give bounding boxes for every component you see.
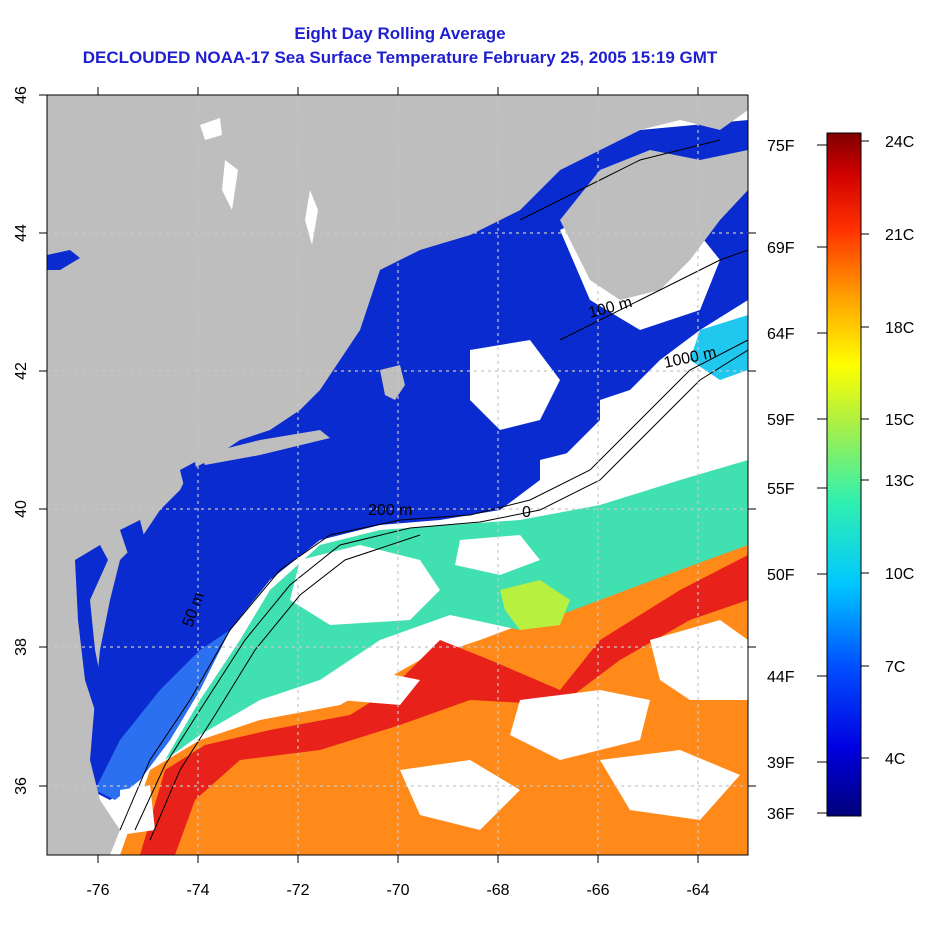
fahrenheit-label: 55F bbox=[767, 481, 795, 498]
lon-label: -64 bbox=[686, 882, 709, 899]
celsius-label: 18C bbox=[885, 320, 914, 337]
longitude-ticks bbox=[97, 87, 699, 863]
colorbar-fahrenheit-labels: 75F 69F 64F 59F 55F 50F 44F 39F 36F bbox=[767, 138, 795, 823]
shelf-water-light bbox=[95, 630, 230, 800]
celsius-label: 4C bbox=[885, 751, 905, 768]
land-north-america bbox=[47, 95, 748, 855]
fahrenheit-label: 36F bbox=[767, 806, 795, 823]
bathymetry-contours bbox=[119, 139, 748, 841]
lat-label: 40 bbox=[13, 500, 30, 518]
lon-label: -70 bbox=[386, 882, 409, 899]
inland-lake bbox=[200, 118, 222, 140]
cloud-patch bbox=[400, 760, 520, 830]
contour-label-200m: 200 m bbox=[368, 502, 412, 519]
cloud-patch bbox=[300, 670, 420, 705]
celsius-label: 13C bbox=[885, 473, 914, 490]
celsius-label: 15C bbox=[885, 412, 914, 429]
fahrenheit-label: 39F bbox=[767, 755, 795, 772]
lon-label: -76 bbox=[86, 882, 109, 899]
lat-label: 44 bbox=[13, 224, 30, 242]
delaware-bay bbox=[120, 520, 150, 575]
colorbar-celsius-labels: 24C 21C 18C 15C 13C 10C 7C 4C bbox=[885, 134, 914, 768]
cloud-patch bbox=[290, 545, 440, 625]
pamlico-sound bbox=[120, 785, 155, 835]
lat-label: 36 bbox=[13, 777, 30, 795]
lat-label: 42 bbox=[13, 362, 30, 380]
lake-ontario-edge bbox=[47, 250, 80, 270]
celsius-label: 10C bbox=[885, 566, 914, 583]
cloud-patch bbox=[470, 340, 560, 430]
shelf-break-band bbox=[690, 315, 748, 380]
lat-label: 38 bbox=[13, 638, 30, 656]
lat-label: 46 bbox=[13, 86, 30, 104]
land-nova-scotia bbox=[560, 150, 748, 300]
cloud-patch bbox=[455, 535, 540, 575]
map-area: 100 m 1000 m 200 m 50 m 0 bbox=[47, 95, 748, 855]
colorbar bbox=[826, 132, 862, 817]
land-cape-cod bbox=[380, 365, 405, 400]
celsius-label: 24C bbox=[885, 134, 914, 151]
colorbar-celsius-ticks bbox=[861, 140, 869, 759]
cloud-patch bbox=[650, 620, 748, 700]
slope-water bbox=[165, 460, 748, 760]
fahrenheit-label: 59F bbox=[767, 412, 795, 429]
map-subtitle: DECLOUDED NOAA-17 Sea Surface Temperatur… bbox=[82, 48, 718, 67]
lon-label: -66 bbox=[586, 882, 609, 899]
fahrenheit-label: 64F bbox=[767, 326, 795, 343]
lon-label: -72 bbox=[286, 882, 309, 899]
map-gridlines bbox=[47, 95, 748, 855]
cloud-patch bbox=[510, 690, 650, 760]
colorbar-fahrenheit-ticks bbox=[817, 144, 827, 814]
fahrenheit-label: 75F bbox=[767, 138, 795, 155]
slope-water-warm bbox=[500, 580, 570, 630]
lon-label: -74 bbox=[186, 882, 209, 899]
gulf-stream-core bbox=[140, 555, 748, 855]
fahrenheit-label: 69F bbox=[767, 240, 795, 257]
cloud-patch bbox=[600, 380, 700, 470]
contour-label-zero: 0 bbox=[522, 504, 531, 521]
latitude-ticks bbox=[39, 94, 756, 787]
chesapeake-bay bbox=[75, 545, 108, 720]
celsius-label: 7C bbox=[885, 659, 905, 676]
latitude-labels: 36 38 40 42 44 46 bbox=[13, 86, 30, 795]
fahrenheit-label: 50F bbox=[767, 567, 795, 584]
map-title: Eight Day Rolling Average bbox=[294, 24, 506, 43]
new-york-harbor bbox=[180, 462, 198, 490]
inland-lake bbox=[305, 190, 318, 245]
fahrenheit-label: 44F bbox=[767, 669, 795, 686]
cloud-patch bbox=[600, 750, 740, 820]
longitude-labels: -76 -74 -72 -70 -68 -66 -64 bbox=[86, 882, 709, 899]
inland-lake bbox=[222, 160, 238, 210]
lon-label: -68 bbox=[486, 882, 509, 899]
celsius-label: 21C bbox=[885, 227, 914, 244]
